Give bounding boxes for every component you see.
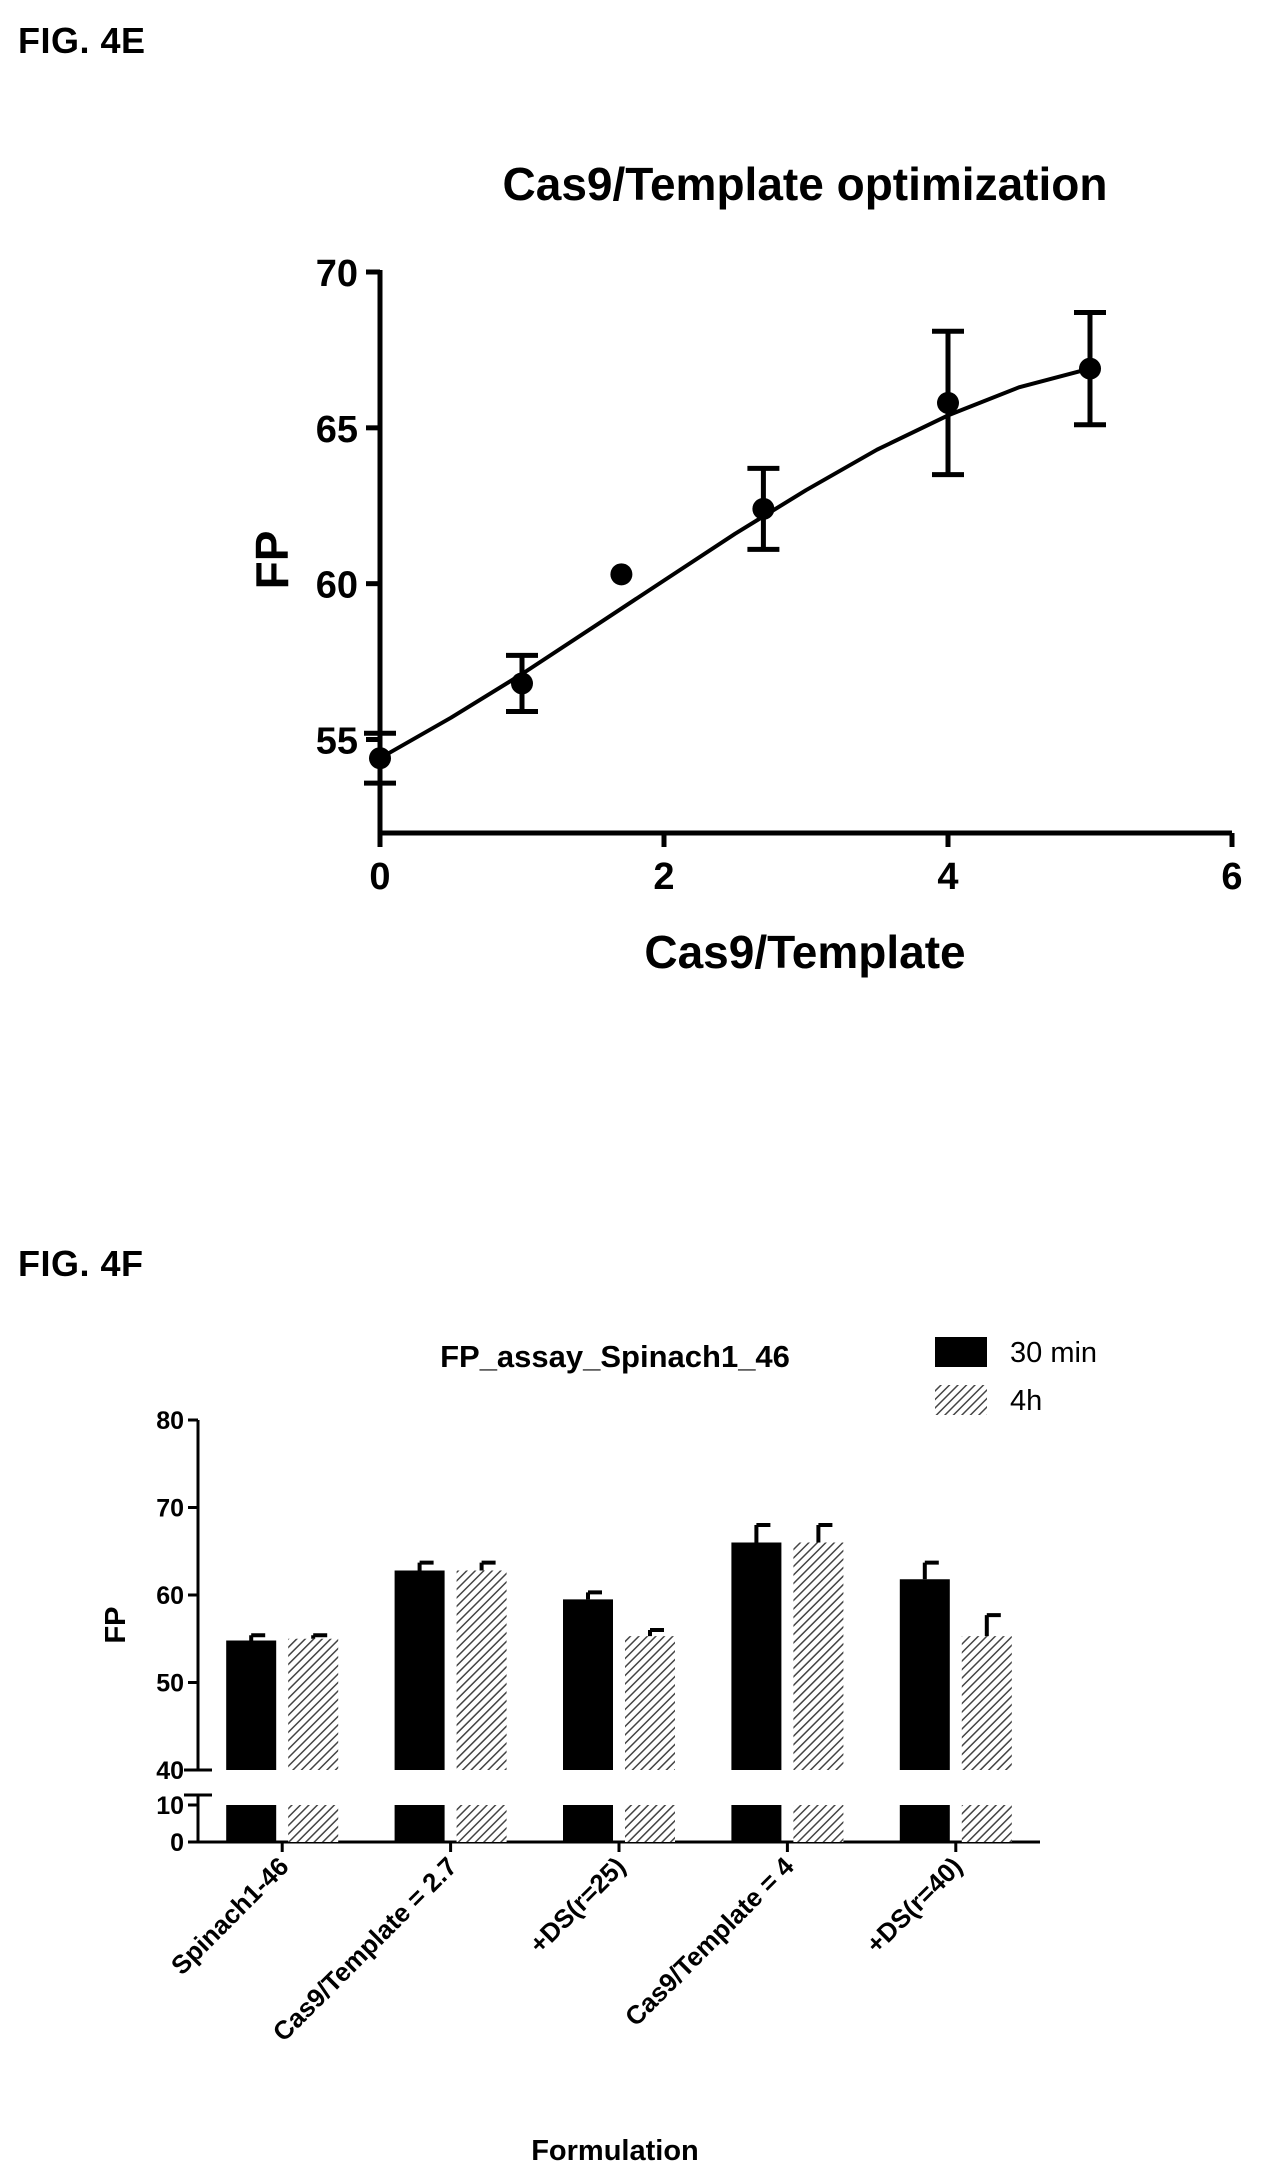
y-tick-label: 50 (156, 1670, 184, 1698)
y-tick-label: 60 (316, 565, 358, 607)
bar-upper (394, 1570, 445, 1770)
chart-title: Cas9/Template optimization (503, 158, 1108, 210)
bar-lower (563, 1805, 613, 1842)
bar-lower (731, 1805, 782, 1842)
y-tick-label: 80 (156, 1407, 184, 1435)
bar-lower (394, 1805, 445, 1842)
legend-label: 30 min (1010, 1337, 1097, 1369)
bar-upper (288, 1638, 339, 1770)
legend-label: 4h (1010, 1385, 1042, 1417)
y-tick-label: 70 (156, 1495, 184, 1523)
x-tick-label: Cas9/Template = 2.7 (267, 1851, 463, 2047)
bar-upper (456, 1570, 507, 1770)
y-axis-label: FP (246, 531, 298, 590)
fit-curve (379, 366, 1091, 760)
legend-swatch (935, 1385, 987, 1415)
bar-upper (899, 1579, 950, 1770)
x-tick-label: +DS(r=25) (523, 1851, 631, 1959)
bar-upper (793, 1542, 844, 1770)
bar-upper (625, 1636, 675, 1770)
x-tick-label: +DS(r=40) (860, 1851, 968, 1959)
data-point (752, 497, 775, 520)
x-tick-label: 6 (1221, 856, 1242, 898)
bar-lower (456, 1805, 507, 1842)
x-tick-label: 2 (653, 856, 674, 898)
line-chart-cas9-template: Cas9/Template optimization Cas9/Template… (246, 158, 1243, 978)
x-axis-label: Cas9/Template (644, 926, 965, 978)
data-point (369, 747, 391, 770)
chart-title: FP_assay_Spinach1_46 (440, 1339, 790, 1374)
data-point (610, 563, 633, 586)
bar-lower (625, 1805, 675, 1842)
y-tick-label: 65 (316, 409, 358, 451)
y-axis-label: FP (100, 1606, 132, 1643)
bar-lower (226, 1805, 277, 1842)
data-point (1079, 357, 1101, 380)
x-axis-label: Formulation (531, 2135, 699, 2167)
bar-lower (793, 1805, 844, 1842)
bar-lower (288, 1805, 339, 1842)
bar-lower (961, 1805, 1012, 1842)
y-tick-label: 70 (316, 253, 358, 295)
x-tick-label: Spinach1-46 (165, 1851, 295, 1981)
figure-label-4f: FIG. 4F (18, 1243, 144, 1284)
bar-upper (731, 1542, 782, 1770)
bar-upper (563, 1599, 613, 1770)
x-tick-label: 0 (369, 856, 390, 898)
y-tick-label: 40 (156, 1757, 184, 1785)
bar-lower (899, 1805, 950, 1842)
legend-swatch (935, 1337, 987, 1367)
data-point (937, 391, 959, 414)
data-point (511, 672, 533, 695)
y-tick-label: 55 (316, 721, 358, 763)
x-tick-label: 4 (937, 856, 958, 898)
y-tick-label: 10 (156, 1792, 184, 1820)
figure-label-4e: FIG. 4E (18, 20, 146, 61)
y-tick-label: 0 (170, 1829, 184, 1857)
bar-upper (226, 1640, 277, 1770)
y-tick-label: 60 (156, 1582, 184, 1610)
x-tick-label: Cas9/Template = 4 (619, 1851, 800, 2032)
bar-upper (961, 1636, 1012, 1770)
